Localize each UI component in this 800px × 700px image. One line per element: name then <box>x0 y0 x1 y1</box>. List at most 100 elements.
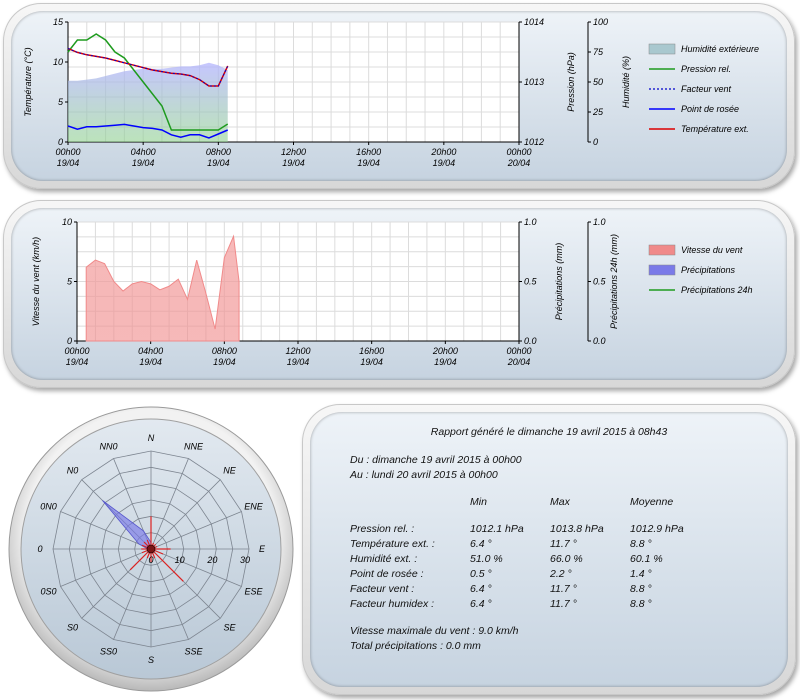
x-tick-label: 00h00 <box>506 147 531 157</box>
y-tick-label: 100 <box>593 17 608 27</box>
report-row-label: Humidité ext. : <box>350 553 418 565</box>
report-row-avg: 8.8 ° <box>630 538 652 550</box>
rose-direction-label: NNE <box>184 441 204 451</box>
report-title: Rapport généré le dimanche 19 avril 2015… <box>430 426 668 438</box>
rose-direction-label: SE <box>223 622 236 632</box>
rose-direction-label: 0N0 <box>40 502 57 512</box>
x-tick-label: 19/04 <box>282 158 305 168</box>
weather-chart-panel: 00h00 19/04 04h00 19/04 08h00 19/04 12h00 19/04… <box>3 3 795 189</box>
legend-label: Pression rel. <box>681 64 731 74</box>
x-tick-label: 08h00 <box>206 147 231 157</box>
legend-label: Point de rosée <box>681 104 739 114</box>
y-tick-label: 1.0 <box>593 217 606 227</box>
y-tick-label: 0 <box>593 137 598 147</box>
rose-spoke <box>150 548 189 640</box>
x-tick-label: 00h00 <box>506 346 531 356</box>
x-tick-label: 00h00 <box>64 346 89 356</box>
y-tick-label: 1013 <box>524 77 544 87</box>
report-row-min: 51.0 % <box>470 553 503 565</box>
x-tick-label: 16h00 <box>356 147 381 157</box>
rose-spoke <box>113 548 152 640</box>
report-period-to: Au : lundi 20 avril 2015 à 00h00 <box>350 469 498 481</box>
x-tick-label: 20h00 <box>430 147 456 157</box>
x-tick-label: 20/04 <box>507 158 531 168</box>
x-tick-label: 19/04 <box>287 357 310 367</box>
x-tick-label: 04h00 <box>131 147 156 157</box>
report-row-min: 6.4 ° <box>470 583 492 595</box>
y-axis-label: Vitesse du vent (km/h) <box>31 237 41 326</box>
weather-chart: 00h0019/0404h0019/0408h0019/0412h0019/04… <box>23 17 759 168</box>
x-tick-label: 19/04 <box>207 158 230 168</box>
y-axis-label: Précipitations (mm) <box>554 243 564 321</box>
x-tick-label: 20h00 <box>432 346 458 356</box>
report-inner: Rapport généré le dimanche 19 avril 2015… <box>310 412 788 687</box>
report-row-max: 11.7 ° <box>550 538 577 550</box>
report-row-max: 66.0 % <box>550 553 583 565</box>
y-tick-label: 1014 <box>524 17 544 27</box>
wind-chart-inner: 00h00 19/04 04h00 19/04 08h00 19/04 12h00 19/04… <box>11 208 787 380</box>
rose-radial-label: 30 <box>240 555 250 565</box>
report-row-max: 11.7 ° <box>550 583 577 595</box>
legend-label: Humidité extérieure <box>681 44 759 54</box>
x-tick-label: 19/04 <box>57 158 80 168</box>
report-row-label: Pression rel. : <box>350 523 415 535</box>
rose-direction-label: S <box>148 655 154 665</box>
report-row-min: 6.4 ° <box>470 598 492 610</box>
series-line <box>67 33 229 131</box>
rose-direction-label: S0 <box>67 622 78 632</box>
x-tick-label: 19/04 <box>360 357 383 367</box>
x-tick-label: 12h00 <box>285 346 310 356</box>
rose-direction-label: 0S0 <box>40 586 56 596</box>
report-row-max: 2.2 ° <box>550 568 572 580</box>
y-tick-label: 0.0 <box>593 336 606 346</box>
y-tick-label: 1.0 <box>524 217 537 227</box>
report-row-avg: 1.4 ° <box>630 568 652 580</box>
rose-spoke <box>150 479 221 550</box>
rose-direction-label: E <box>259 544 266 554</box>
report-row-avg: 1012.9 hPa <box>630 523 684 535</box>
x-tick-label: 19/04 <box>433 158 456 168</box>
legend-label: Précipitations <box>681 265 736 275</box>
x-tick-label: 04h00 <box>138 346 163 356</box>
y-tick-label: 0.0 <box>524 336 537 346</box>
wind-chart-panel: 00h00 19/04 04h00 19/04 08h00 19/04 12h00 19/04… <box>3 200 795 388</box>
rose-direction-label: NE <box>223 466 236 476</box>
y-tick-label: 1012 <box>524 137 544 147</box>
y-axis-label: Précipitations 24h (mm) <box>609 234 619 329</box>
rose-direction-label: NN0 <box>100 441 118 451</box>
y-tick-label: 10 <box>62 217 72 227</box>
y-tick-label: 5 <box>67 277 73 287</box>
report-row-label: Température ext. : <box>350 538 435 550</box>
rose-direction-label: 0 <box>37 544 42 554</box>
y-tick-label: 0 <box>58 137 63 147</box>
report-panel: Rapport généré le dimanche 19 avril 2015… <box>302 404 796 695</box>
y-tick-label: 75 <box>593 47 604 57</box>
rose-direction-label: N <box>148 433 155 443</box>
x-tick-label: 00h00 <box>55 147 80 157</box>
wind-chart: 00h0019/0404h0019/0408h0019/0412h0019/04… <box>31 217 753 367</box>
rose-direction-label: N0 <box>67 466 79 476</box>
y-axis-label: Humidité (%) <box>621 56 631 108</box>
series-area <box>68 62 228 142</box>
rose-spoke <box>60 548 152 587</box>
report-period-from: Du : dimanche 19 avril 2015 à 00h00 <box>350 454 522 466</box>
rose-spoke <box>150 458 189 550</box>
report-row-avg: 8.8 ° <box>630 598 652 610</box>
rose-direction-label: ESE <box>245 586 264 596</box>
series-line <box>67 123 229 139</box>
rose-speed-spoke <box>150 548 184 582</box>
rose-center <box>146 544 156 554</box>
report-header-min: Min <box>470 496 487 508</box>
legend-swatch <box>648 264 676 276</box>
weather-chart-inner: 00h00 19/04 04h00 19/04 08h00 19/04 12h00 19/04… <box>11 11 787 181</box>
report-header-max: Max <box>550 496 570 508</box>
rose-radial-label: 20 <box>206 555 217 565</box>
x-tick-label: 19/04 <box>357 158 380 168</box>
report-row-max: 1013.8 hPa <box>550 523 604 535</box>
y-tick-label: 10 <box>53 57 63 67</box>
wind-rose-chart: N NNE NE ENE E ESE SE SSE S SS0 S0 0S0 0 0N0 N0 NN0 0 10 2… <box>8 406 294 692</box>
legend-label: Facteur vent <box>681 84 732 94</box>
report-header-avg: Moyenne <box>630 496 674 508</box>
x-tick-label: 12h00 <box>281 147 306 157</box>
rose-direction-label: SSE <box>184 647 203 657</box>
